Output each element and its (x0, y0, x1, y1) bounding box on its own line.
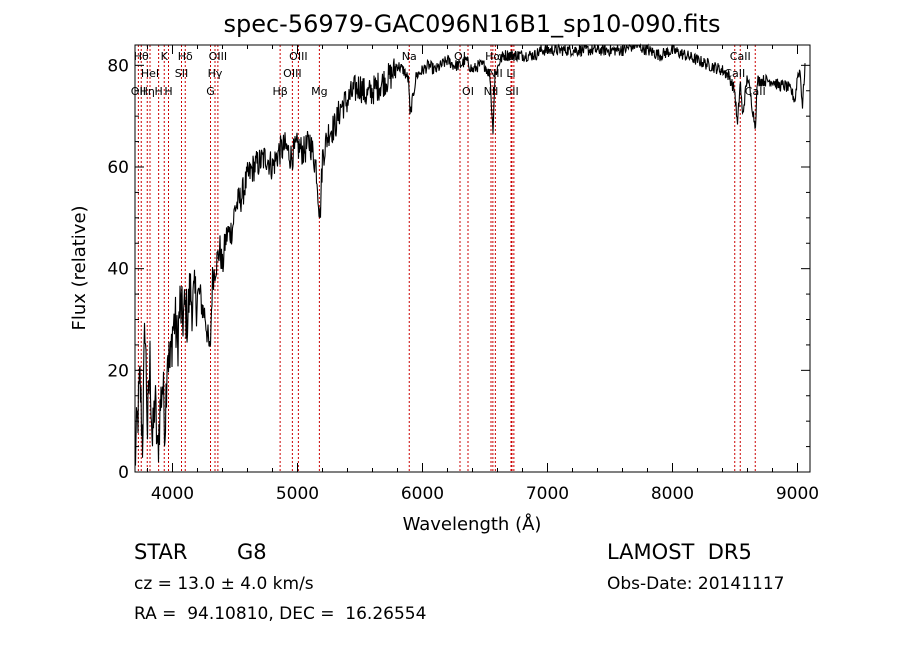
line-marker-label: OI (462, 85, 474, 98)
object-class: STAR (134, 540, 188, 564)
y-axis-ticks: 0 20 40 60 80 (107, 56, 810, 483)
x-axis-label: Wavelength (Å) (403, 513, 542, 535)
line-marker-label: Hα (485, 50, 501, 63)
line-marker-label: Li (506, 67, 515, 80)
ra-dec: RA = 94.10810, DEC = 16.26554 (134, 604, 427, 624)
line-marker-label: Hγ (208, 67, 223, 80)
x-tick-label: 7000 (526, 484, 569, 504)
survey-name: LAMOST DR5 (607, 540, 752, 564)
y-tick-label: 20 (107, 361, 129, 381)
line-marker-label: OIII (209, 50, 227, 63)
plot-frame (134, 44, 811, 473)
x-tick-label: 6000 (401, 484, 444, 504)
line-marker-label: Hβ (272, 85, 287, 98)
line-marker-label: Mg (311, 85, 327, 98)
line-marker-label: OIII (283, 67, 301, 80)
line-marker-label: H (154, 85, 162, 98)
y-tick-label: 0 (118, 463, 129, 483)
y-tick-label: 40 (107, 260, 129, 280)
x-tick-label: 4000 (151, 484, 194, 504)
line-marker-label: HeI (141, 67, 159, 80)
line-marker-label: SII (175, 67, 188, 80)
x-tick-label: 8000 (651, 484, 694, 504)
obs-date: Obs-Date: 20141117 (607, 574, 785, 594)
redshift-cz: cz = 13.0 ± 4.0 km/s (134, 574, 314, 594)
line-marker-label: K (161, 50, 169, 63)
spectral-line-markers (137, 45, 756, 472)
chart-title: spec-56979-GAC096N16B1_sp10-090.fits (223, 10, 720, 38)
line-marker-label: CaII (745, 85, 766, 98)
line-marker-label: Hθ (134, 50, 149, 63)
spectrum-line (134, 43, 806, 466)
x-axis-ticks: 4000 5000 6000 7000 8000 9000 (147, 45, 819, 504)
line-marker-label: G (206, 85, 215, 98)
line-marker-label: CaII (730, 50, 751, 63)
y-tick-label: 80 (107, 56, 129, 76)
x-tick-label: 9000 (776, 484, 819, 504)
line-marker-label: Hη (140, 85, 155, 98)
line-marker-label: SII (505, 85, 518, 98)
line-marker-label: OI (454, 50, 466, 63)
x-tick-label: 5000 (276, 484, 319, 504)
line-marker-label: OIII (289, 50, 307, 63)
subclass: G8 (237, 540, 267, 564)
line-marker-label: Na (402, 50, 417, 63)
line-marker-label: H (164, 85, 172, 98)
y-tick-label: 60 (107, 158, 129, 178)
y-axis-label: Flux (relative) (69, 205, 90, 330)
line-marker-label: Hδ (178, 50, 193, 63)
